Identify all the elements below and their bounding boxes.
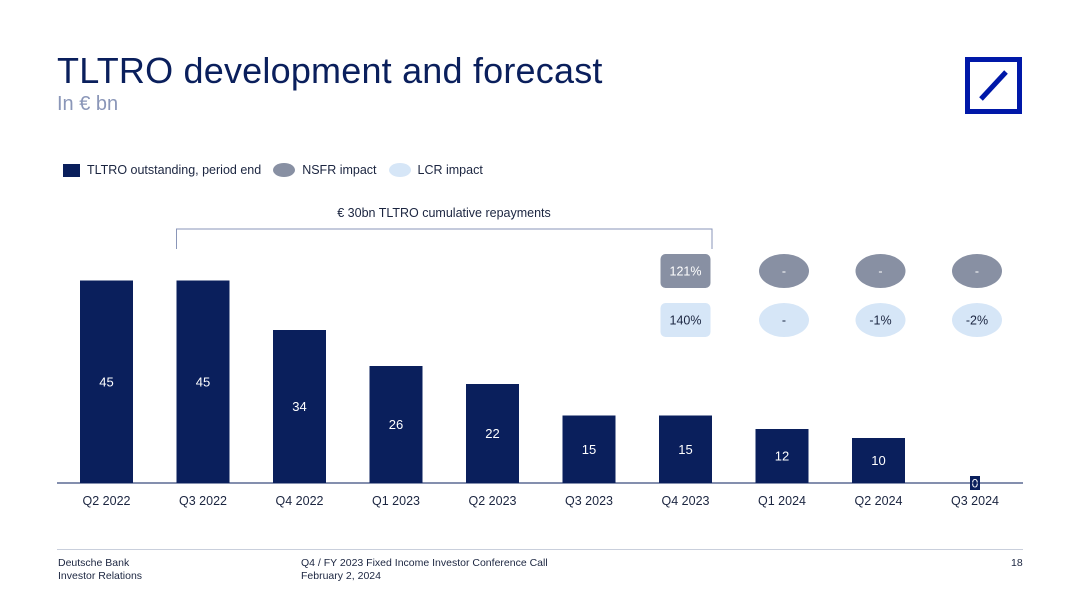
bar-q1-2023 [369, 366, 423, 483]
lcr-value: -1% [869, 314, 891, 328]
footer-company-block: Deutsche Bank Investor Relations [58, 557, 142, 583]
bar-value-label: 22 [485, 426, 499, 441]
bar-q4-2022 [273, 330, 326, 483]
lcr-value: -2% [966, 314, 988, 328]
legend-swatch-tltro [63, 163, 80, 177]
bar-value-label: 26 [389, 417, 403, 432]
x-tick-label: Q4 2023 [662, 494, 710, 508]
bar-q4-2023 [659, 415, 712, 483]
nsfr-badge [660, 254, 711, 288]
footer-event: Q4 / FY 2023 Fixed Income Investor Confe… [301, 557, 548, 569]
bar-value-label: 45 [99, 374, 113, 389]
nsfr-value: 121% [670, 265, 702, 279]
nsfr-value: - [782, 265, 786, 279]
x-tick-label: Q3 2023 [565, 494, 613, 508]
page-number: 18 [1011, 557, 1023, 569]
nsfr-badge [952, 254, 1002, 288]
impacts-layer: 121% 140% - - - -1% - -2% [660, 254, 1002, 337]
legend-label-tltro: TLTRO outstanding, period end [87, 163, 262, 177]
legend-label-nsfr: NSFR impact [302, 163, 377, 177]
nsfr-value: - [878, 265, 882, 279]
bar-q1-2024 [755, 429, 809, 483]
bar-value-label: 45 [196, 374, 210, 389]
bar-value-label: 12 [775, 449, 789, 464]
nsfr-badge [759, 254, 809, 288]
tltro-bar-chart: € 30bn TLTRO cumulative repayments 45 Q2 … [57, 206, 1023, 508]
bar-q2-2024 [852, 438, 905, 483]
lcr-badge [855, 303, 906, 337]
lcr-badge [952, 303, 1002, 337]
x-tick-label: Q1 2024 [758, 494, 806, 508]
footer-date: February 2, 2024 [301, 570, 381, 582]
legend-swatch-lcr [388, 163, 411, 177]
page-subtitle: In € bn [57, 93, 119, 115]
repayment-bracket [176, 228, 713, 249]
footer-department: Investor Relations [58, 570, 143, 582]
legend-item-lcr: LCR impact [388, 163, 483, 177]
lcr-value: 140% [670, 314, 702, 328]
x-tick-label: Q3 2022 [179, 494, 227, 508]
deutsche-bank-logo-icon [965, 57, 1022, 114]
bar-q2-2023 [466, 384, 519, 483]
bar-value-label: 15 [582, 442, 596, 457]
x-tick-label: Q1 2023 [372, 494, 420, 508]
lcr-badge [759, 303, 809, 337]
x-tick-label: Q2 2023 [469, 494, 517, 508]
bar-value-label: 34 [292, 399, 306, 414]
x-tick-label: Q2 2024 [855, 494, 903, 508]
lcr-value: - [782, 314, 786, 328]
lcr-badge [660, 303, 711, 337]
x-tick-label: Q4 2022 [276, 494, 324, 508]
x-tick-label: Q2 2022 [83, 494, 131, 508]
bar-value-label: 15 [678, 442, 692, 457]
legend-item-tltro: TLTRO outstanding, period end [63, 163, 261, 177]
nsfr-badge [855, 254, 906, 288]
bar-q2-2022 [80, 280, 133, 483]
footer-divider [57, 549, 1023, 550]
chart-legend: TLTRO outstanding, period end NSFR impac… [63, 163, 495, 177]
footer-company: Deutsche Bank [58, 557, 130, 569]
bar-q3-2023 [562, 415, 616, 483]
legend-swatch-nsfr [273, 163, 296, 177]
bar-q3-2022 [176, 280, 230, 483]
repayment-annotation: € 30bn TLTRO cumulative repayments [337, 206, 551, 220]
legend-item-nsfr: NSFR impact [273, 163, 377, 177]
legend-label-lcr: LCR impact [417, 163, 483, 177]
nsfr-value: - [975, 265, 979, 279]
footer-event-block: Q4 / FY 2023 Fixed Income Investor Confe… [301, 557, 548, 583]
x-tick-label: Q3 2024 [951, 494, 999, 508]
bar-value-label: 10 [871, 453, 885, 468]
page-title: TLTRO development and forecast [57, 50, 603, 91]
